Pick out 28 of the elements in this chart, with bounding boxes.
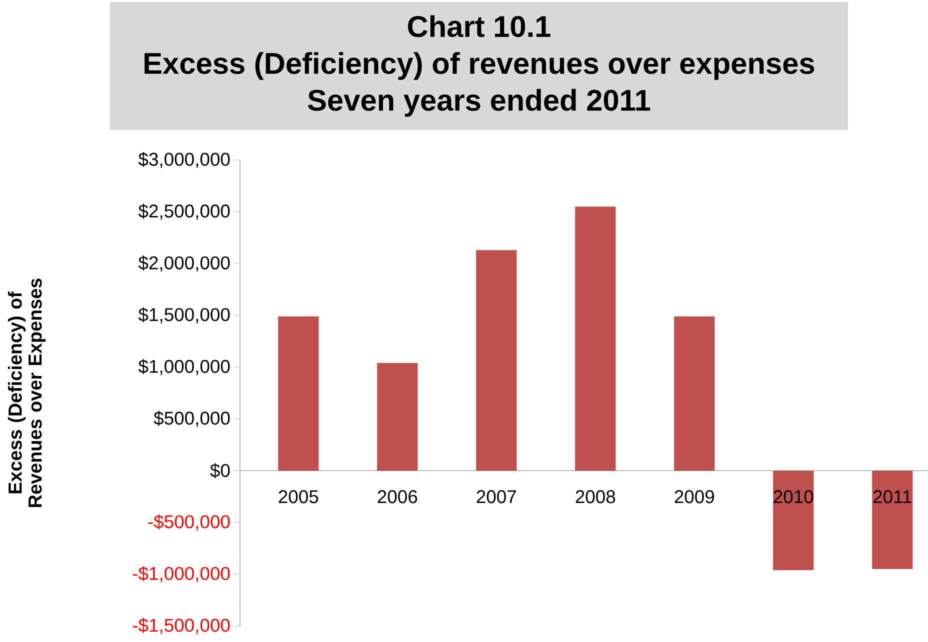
x-tick-label: 2010 — [774, 490, 814, 504]
y-tick-label: -$1,000,000 — [132, 566, 230, 582]
x-tick-label: 2009 — [674, 490, 714, 504]
x-tick-label: 2005 — [278, 490, 318, 504]
x-tick-label: 2007 — [476, 490, 516, 504]
y-tick-label: $2,500,000 — [138, 204, 230, 220]
x-tick-label: 2006 — [378, 490, 418, 504]
bar — [773, 470, 814, 570]
x-tick-label: 2008 — [576, 490, 616, 504]
y-tick-label: $1,000,000 — [138, 359, 230, 376]
y-tick-label: $1,500,000 — [138, 307, 230, 324]
y-tick-label: $3,000,000 — [138, 152, 230, 168]
bar — [575, 206, 616, 471]
text: Seven years ended 2011 — [308, 88, 650, 117]
y-axis-title: Excess (Deficiency) of Revenues over Expenses — [8, 278, 46, 507]
bar — [476, 250, 517, 471]
y-tick-label: $2,000,000 — [138, 256, 230, 272]
bar — [872, 470, 913, 570]
bar — [674, 316, 715, 471]
y-tick-label: -$500,000 — [148, 514, 230, 530]
y-tick-label: -$1,500,000 — [132, 618, 230, 634]
y-tick-label: $500,000 — [154, 410, 230, 427]
bar — [278, 316, 319, 471]
x-tick-label: 2011 — [873, 490, 912, 504]
bar — [377, 362, 418, 471]
y-tick-label: $0 — [210, 463, 230, 478]
chart-title: Chart 10.1 — [408, 15, 550, 38]
chart-subtitle: Excess (Deficiency) of revenues over expenses — [144, 52, 814, 80]
